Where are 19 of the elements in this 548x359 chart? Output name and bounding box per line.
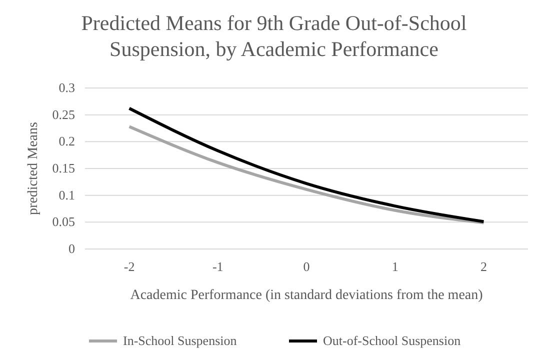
- x-tick-label: 0: [303, 259, 310, 274]
- line-series: [128, 106, 486, 224]
- x-axis-title: Academic Performance (in standard deviations from the mean): [130, 288, 484, 303]
- x-tick-label: 2: [480, 259, 487, 274]
- legend-label: In-School Suspension: [123, 333, 238, 348]
- y-tick-label: 0.1: [58, 187, 75, 202]
- y-tick-label: 0.25: [52, 106, 75, 122]
- y-axis-title: predicted Means: [26, 122, 41, 215]
- x-tick-label: -1: [212, 259, 224, 274]
- x-tick-label: 1: [392, 259, 398, 274]
- x-tick-label: -2: [124, 259, 135, 274]
- line-series: [128, 125, 486, 224]
- y-tick-label: 0.15: [52, 160, 75, 176]
- y-tick-label: 0: [68, 241, 75, 256]
- y-tick-label: 0.3: [58, 80, 75, 95]
- y-tick-label: 0.2: [58, 134, 75, 149]
- y-tick-label: 0.05: [52, 214, 75, 230]
- chart-title: Predicted Means for 9th Grade Out-of-School Suspension, by Academic Performance: [81, 11, 467, 61]
- legend-label: Out-of-School Suspension: [323, 333, 462, 348]
